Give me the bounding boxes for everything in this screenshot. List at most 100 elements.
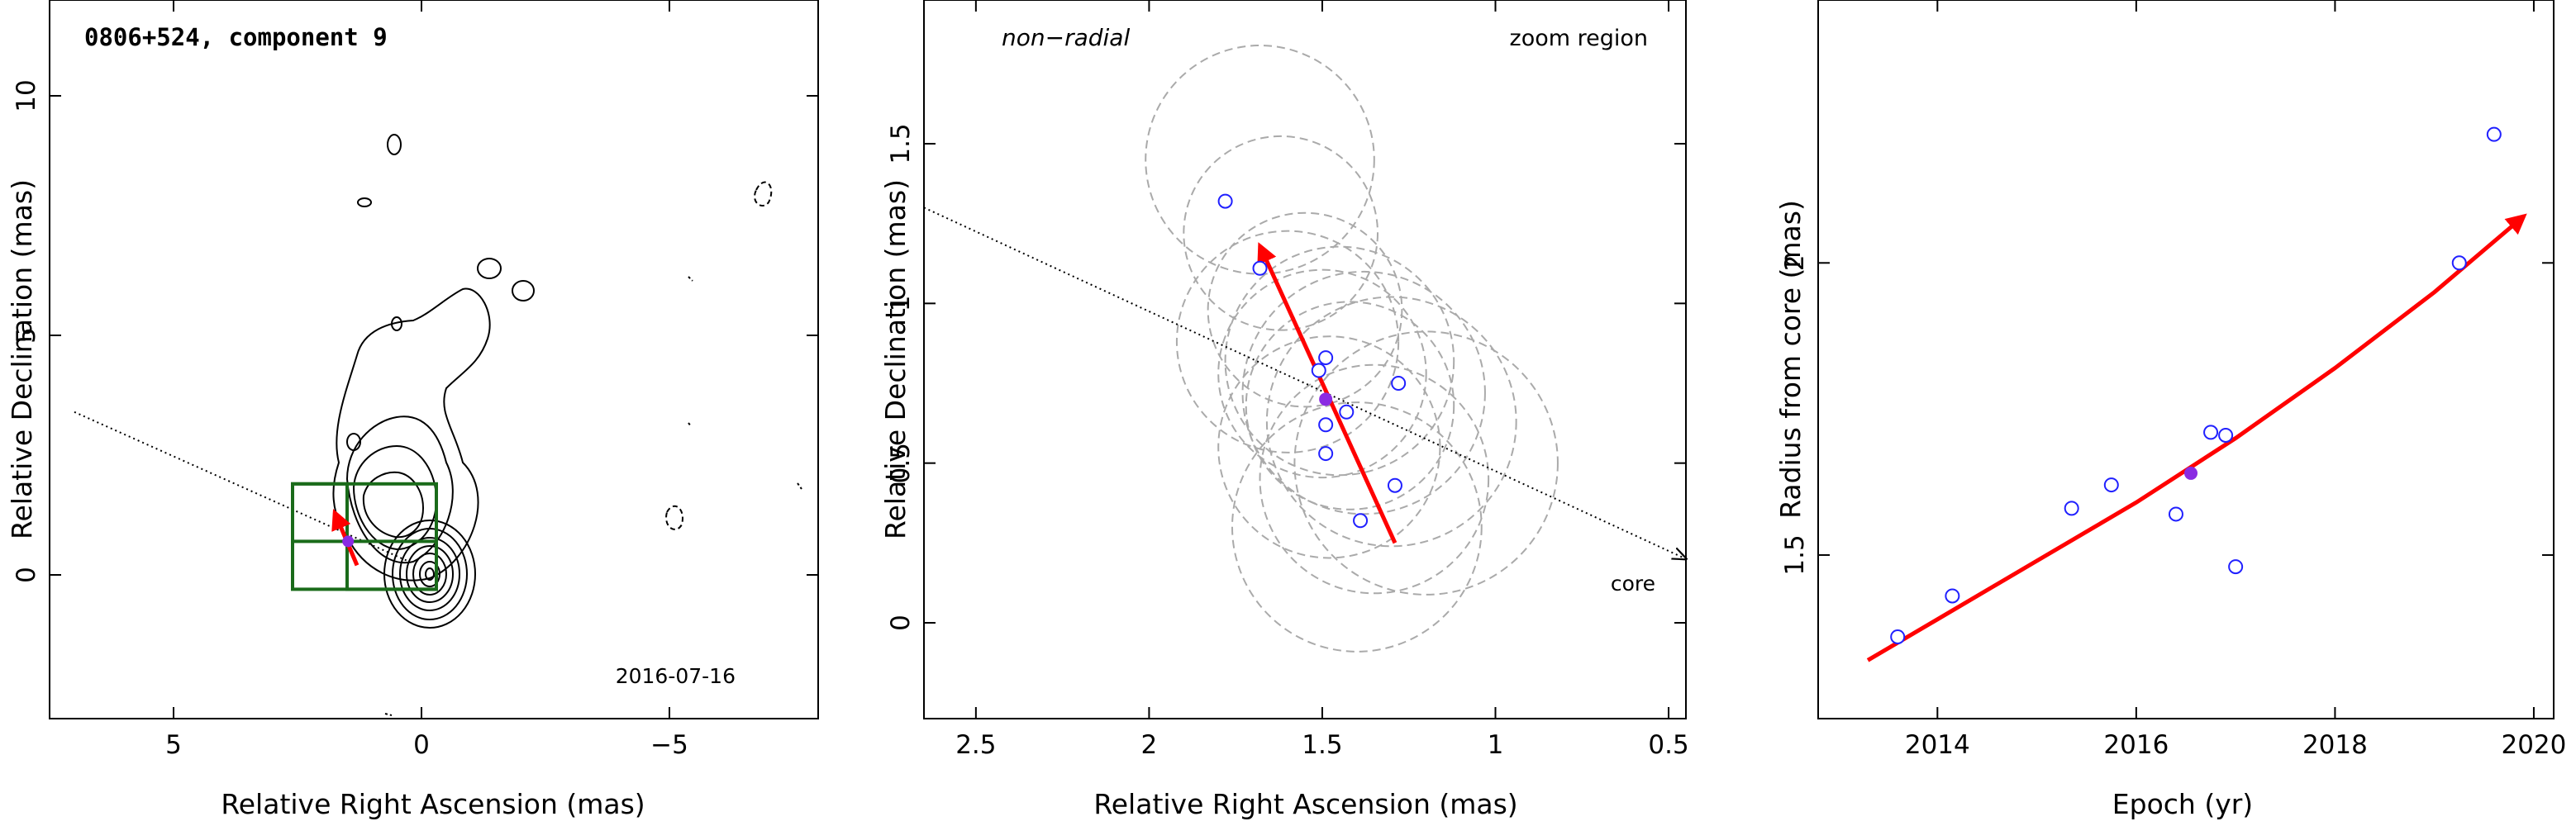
radius-point — [1890, 629, 1906, 644]
contour-neg-5 — [797, 482, 802, 490]
contour-blob-6 — [346, 433, 361, 451]
uncertainty-circle — [1259, 363, 1490, 595]
radius-y-ticks: 1.52 — [1780, 254, 2554, 576]
radius-x-axis-label: Epoch (yr) — [2112, 788, 2253, 820]
image-y-axis-label: Relative Declination (mas) — [6, 179, 38, 539]
contour-3 — [352, 444, 438, 551]
uncertainty-circle — [1245, 301, 1455, 510]
contour-neg-1 — [754, 181, 773, 206]
fit-curve — [1866, 213, 2527, 662]
contour-neg-3 — [688, 276, 693, 282]
zoom-point — [1318, 417, 1334, 433]
zoom-box — [345, 539, 438, 591]
uncertainty-circle — [1265, 296, 1517, 548]
zoom-annotation-left: non−radial — [1002, 24, 1130, 51]
zoom-point — [1311, 363, 1326, 378]
panel-image: 5 0 −5 0 5 10 0806+524, component 9 2016-07-… — [6, 0, 819, 820]
uncertainty-circle — [1217, 268, 1427, 479]
zoom-plot-frame — [923, 0, 1687, 719]
zoom-x-tick-label: 0.5 — [1648, 730, 1688, 760]
zoom-y-tick-label: 1 — [886, 295, 916, 311]
uncertainty-circle — [1183, 135, 1379, 331]
radius-x-tick-label: 2016 — [2103, 730, 2169, 760]
uncertainty-circles — [1145, 45, 1559, 653]
panel-radius: 2014 2016 2018 2020 1.52 Epoch (yr) Radius … — [1774, 0, 2566, 820]
contour-4 — [362, 471, 425, 539]
radius-y-tick-label: 1.5 — [1780, 534, 1810, 575]
contour-core-1 — [383, 520, 476, 629]
zoom-point — [1318, 350, 1334, 366]
uncertainty-circle — [1241, 270, 1486, 515]
contour-core-2 — [392, 528, 468, 620]
radius-point — [2064, 501, 2079, 516]
zoom-x-ticks: 2.5 2 1.5 1 0.5 — [955, 0, 1689, 760]
radius-x-tick-label: 2018 — [2302, 730, 2368, 760]
contour-neg-4 — [688, 422, 692, 427]
radius-point — [2218, 427, 2234, 443]
radius-point — [2451, 255, 2467, 271]
image-x-tick-label: 0 — [413, 730, 430, 760]
zoom-point — [1339, 404, 1355, 420]
core-direction-line — [923, 206, 1686, 558]
zoom-box — [291, 482, 349, 544]
contour-core-6 — [419, 561, 440, 587]
zoom-y-tick-label: 0.5 — [886, 443, 916, 483]
image-y-ticks: 0 5 10 — [12, 79, 818, 583]
radius-point — [2228, 559, 2244, 575]
contour-blob-4 — [512, 280, 535, 301]
image-x-tick-label: 5 — [165, 730, 182, 760]
zoom-point — [1217, 193, 1233, 209]
uncertainty-circle — [1207, 211, 1403, 408]
radius-point — [1945, 588, 1960, 604]
zoom-y-tick-label: 1.5 — [886, 123, 916, 164]
zoom-point — [1353, 513, 1369, 529]
zoom-point — [1252, 260, 1268, 276]
contour-core-5 — [412, 553, 447, 596]
image-plot-frame — [49, 0, 819, 719]
zoom-point — [1387, 477, 1402, 493]
radius-x-ticks: 2014 2016 2018 2020 — [1905, 0, 2566, 760]
image-contours — [332, 134, 802, 716]
radius-y-axis-label: Radius from core (mas) — [1774, 200, 1807, 519]
uncertainty-circle — [1293, 330, 1559, 596]
image-plot-area — [74, 134, 802, 716]
radius-point — [2103, 477, 2119, 493]
uncertainty-circle — [1145, 45, 1375, 275]
panel-zoom: 2.5 2 1.5 1 0.5 0 0.5 1 1.5 non−radial zoom reg… — [879, 0, 1689, 820]
image-x-ticks: 5 0 −5 — [165, 0, 688, 760]
zoom-x-axis-label: Relative Right Ascension (mas) — [1093, 788, 1517, 820]
zoom-point — [1318, 446, 1334, 462]
contour-blob-5 — [391, 316, 402, 331]
zoom-points — [1217, 193, 1407, 529]
uncertainty-circle — [1175, 230, 1400, 453]
radius-x-tick-label: 2014 — [1905, 730, 1970, 760]
contour-neg-6 — [384, 713, 393, 716]
ridge-line — [74, 411, 407, 562]
radius-highlight-point — [2184, 466, 2198, 480]
image-y-tick-label: 0 — [12, 567, 41, 583]
image-x-axis-label: Relative Right Ascension (mas) — [221, 788, 645, 820]
zoom-core-label: core — [1611, 572, 1655, 596]
image-y-tick-label: 5 — [12, 327, 41, 344]
zoom-point — [1391, 376, 1407, 391]
image-title: 0806+524, component 9 — [84, 23, 388, 51]
zoom-y-axis-label: Relative Declination (mas) — [879, 179, 912, 539]
zoom-x-tick-label: 2.5 — [955, 730, 996, 760]
zoom-boxes — [291, 482, 438, 591]
radius-plot-frame — [1817, 0, 2555, 719]
image-y-tick-label: 10 — [12, 79, 41, 112]
radius-point — [2168, 506, 2183, 522]
contour-neg-2 — [665, 505, 683, 530]
radius-x-tick-label: 2020 — [2501, 730, 2566, 760]
image-date-label: 2016-07-16 — [616, 664, 736, 688]
uncertainty-circle — [1231, 401, 1483, 653]
contour-blob-1 — [387, 134, 402, 155]
uncertainty-circle — [1224, 245, 1455, 477]
zoom-x-tick-label: 1.5 — [1302, 730, 1342, 760]
zoom-x-tick-label: 1 — [1488, 730, 1504, 760]
radius-points — [1890, 126, 2502, 644]
contour-2 — [345, 415, 454, 564]
image-x-tick-label: −5 — [650, 730, 688, 760]
radius-point — [2203, 425, 2219, 440]
